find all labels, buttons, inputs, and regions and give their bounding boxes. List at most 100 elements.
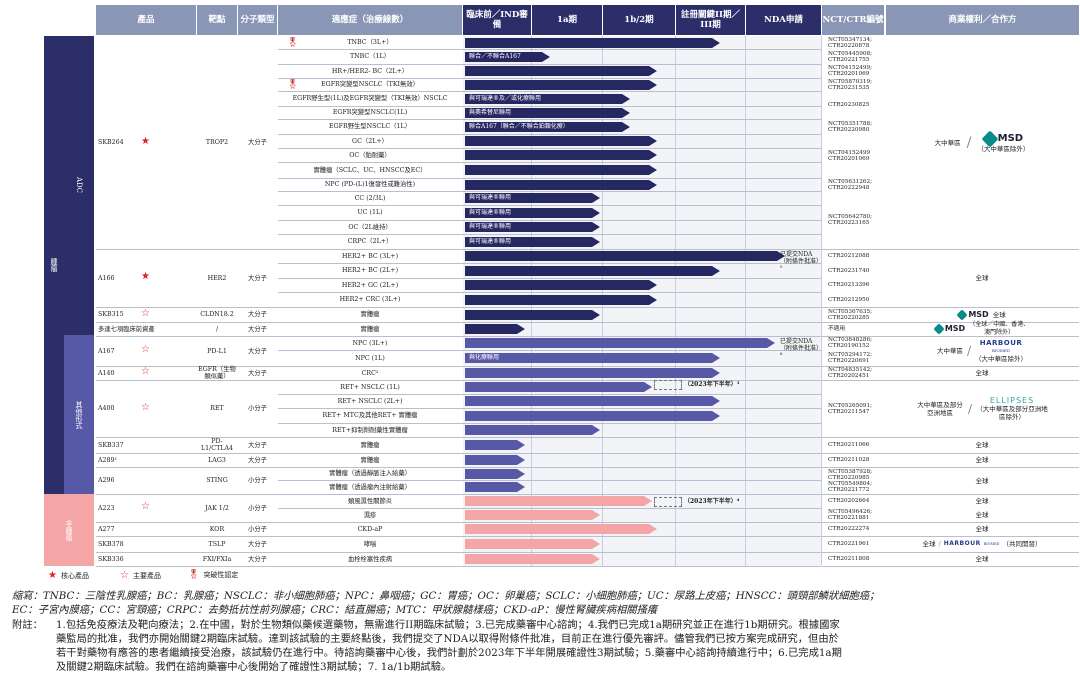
product-target: TSLP xyxy=(208,540,226,548)
nct-cell-a167_b: NCT05294172; CTR20220691 xyxy=(822,350,884,366)
msd-logo: MSD xyxy=(981,130,1023,147)
medal-icon: 🎖 xyxy=(188,570,200,580)
phase-bar xyxy=(465,496,652,506)
indication-label: 實體瘤（透過瘤內注射給藥） xyxy=(329,483,411,491)
phase-bar xyxy=(465,280,657,290)
phase-bar xyxy=(465,338,775,348)
product-target: STING xyxy=(206,477,228,484)
product-modality: 大分子 xyxy=(248,139,267,146)
nct-id: CTR20222274 xyxy=(828,526,870,532)
phase-bar xyxy=(465,411,720,421)
header-preclinical: 臨床前／IND審備 xyxy=(463,5,531,35)
indication-label: HER2+ BC (2L+) xyxy=(341,267,399,274)
rights-skb337: 全球 xyxy=(975,441,989,449)
product-modality: 小分子 xyxy=(248,405,267,412)
phase-bar xyxy=(465,510,600,520)
phase-bar xyxy=(465,440,525,450)
indication-label: 實體瘤 xyxy=(360,325,380,333)
product-modality: 大分子 xyxy=(248,325,267,333)
phase-bar xyxy=(465,38,720,48)
nct-cell-a166_d: CTR20212950 xyxy=(822,292,884,307)
nct-id: CTR20231535 xyxy=(828,84,870,91)
product-target: LAG3 xyxy=(208,456,226,464)
rights-skb264: 大中華區 / MSD （大中華區除外） xyxy=(886,36,1078,249)
indication-label: RET+抑制劑耐藥性實體瘤 xyxy=(332,426,408,434)
nct-cell-skb336: CTR20211808 xyxy=(822,552,884,566)
block-others: 其他形式 xyxy=(64,335,94,494)
dash-note-a400: （2023年下半年）³ xyxy=(684,381,740,388)
phase-bar xyxy=(465,425,600,435)
msd-logo-3: MSD xyxy=(933,322,965,335)
nct-id: NCT05445908; xyxy=(828,50,872,57)
phase-bar xyxy=(465,368,720,378)
nct-id: NCT05870319; xyxy=(828,78,872,85)
product-modality: 大分子 xyxy=(248,456,267,464)
indication-label: 實體瘤 xyxy=(360,311,380,318)
nct-id: NCT05496426; xyxy=(828,509,872,515)
indication-label: RET+ NSCLC (2L+) xyxy=(337,397,403,405)
msd-logo-2: MSD xyxy=(956,308,989,321)
legend-breakthrough: 🎖 突破性認定 xyxy=(188,570,239,580)
nct-id: CTR20202451 xyxy=(828,373,870,379)
nct-id: CTR20220878 xyxy=(828,42,870,49)
note-line-4: 及關鍵2期臨床試驗。我們在諮詢藥審中心後開始了確證性3期試驗；7. 1a/1b期… xyxy=(56,661,452,673)
product-target: TROP2 xyxy=(205,139,229,146)
nct-id: CTR20220980 xyxy=(828,126,870,133)
phase-bar xyxy=(465,554,600,564)
phase-bar xyxy=(465,382,652,392)
nct-id: CTR20211066 xyxy=(828,442,870,448)
nct-cell-a289: CTR20211028 xyxy=(822,453,884,467)
abbr-line-1: 縮寫：TNBC：三陰性乳腺癌；BC：乳腺癌；NSCLC：非小細胞肺癌；NPC：鼻… xyxy=(12,590,880,602)
ellipses-logo: ELLIPSES xyxy=(989,395,1035,405)
rights-a140: 全球 xyxy=(975,369,989,377)
nct-id: NCT05351788; xyxy=(828,120,872,127)
nct-cell-a223_b: NCT05496426; CTR20221881 xyxy=(822,508,884,522)
indication-label: EGFR突變型NSCLC（TKI無效） xyxy=(321,81,419,88)
nct-id: NCT05294172; xyxy=(828,352,872,358)
product-name: A289¹ xyxy=(98,456,118,464)
indication-label: NPC (PD-(L)1復發性或難治性) xyxy=(324,181,416,188)
phase-bar xyxy=(465,469,525,479)
nct-cell-skb264_b: NCT05445908; CTR20221755 xyxy=(822,49,884,64)
nct-id: CTR20221961 xyxy=(828,541,870,547)
nct-cell-a296: NCT05387928; CTR20220985 NCT05549804; CTR20… xyxy=(822,467,884,494)
phase-bar: 與可瑞達®聯用 xyxy=(465,237,600,247)
nda-note-a166: 已提交NDA（附條件批准）⁵ xyxy=(780,250,823,272)
rights-a277: 全球 xyxy=(975,525,989,533)
header-phase1a: 1a期 xyxy=(532,5,602,35)
dash-a400 xyxy=(654,380,682,390)
nct-cell-a167_a: NCT03848286; CTR20190152 xyxy=(822,336,884,350)
key-star-icon: ☆ xyxy=(141,501,150,512)
nct-id: CTR20202664 xyxy=(828,498,870,504)
nct-cell-skb264_f: NCT05351788; CTR20220980 xyxy=(822,119,884,134)
harbour-logo: HARBOUR xyxy=(979,339,1023,347)
breakthrough-icon: 🎖 xyxy=(287,38,299,48)
nct-id: CTR20231740 xyxy=(828,267,870,274)
nct-id: CTR20230825 xyxy=(828,102,870,108)
indication-label: 實體瘤 xyxy=(360,441,380,449)
product-name: A296 xyxy=(98,477,115,484)
core-star-icon: ★ xyxy=(141,136,150,147)
nct-id: CTR20213396 xyxy=(828,282,870,288)
nct-id: CTR20222948 xyxy=(828,184,870,191)
product-modality: 大分子 xyxy=(248,347,267,355)
nct-id: CTR20221772 xyxy=(828,486,870,493)
abbr-line-2: EC：子宮內膜癌；CC：宮頸癌；CRPC：去勢抵抗性前列腺癌；CRC：結直腸癌；… xyxy=(12,604,658,616)
product-name: A140 xyxy=(98,369,115,377)
indication-label: 血栓栓塞性疾病 xyxy=(347,555,393,563)
nct-cell-skb378: CTR20221961 xyxy=(822,536,884,552)
rights-a296: 全球 xyxy=(975,476,989,485)
nct-id: NCT05549804; xyxy=(828,480,872,487)
product-modality: 大分子 xyxy=(248,311,267,318)
phase-bar xyxy=(465,482,525,492)
rights-skb315: MSD 全球 xyxy=(886,307,1078,322)
dash-note-a223: （2023年下半年）⁴ xyxy=(684,498,740,505)
phase-bar xyxy=(465,266,720,276)
block-oncology: 腫瘤 xyxy=(44,36,64,494)
key-star-icon: ☆ xyxy=(141,366,150,377)
indication-label: 類風濕性關節炎 xyxy=(347,497,393,505)
nct-id: CTR20220985 xyxy=(828,474,870,481)
indication-label: TNBC（1L） xyxy=(349,53,391,60)
block-immunology: 非腫瘤 xyxy=(44,494,94,566)
